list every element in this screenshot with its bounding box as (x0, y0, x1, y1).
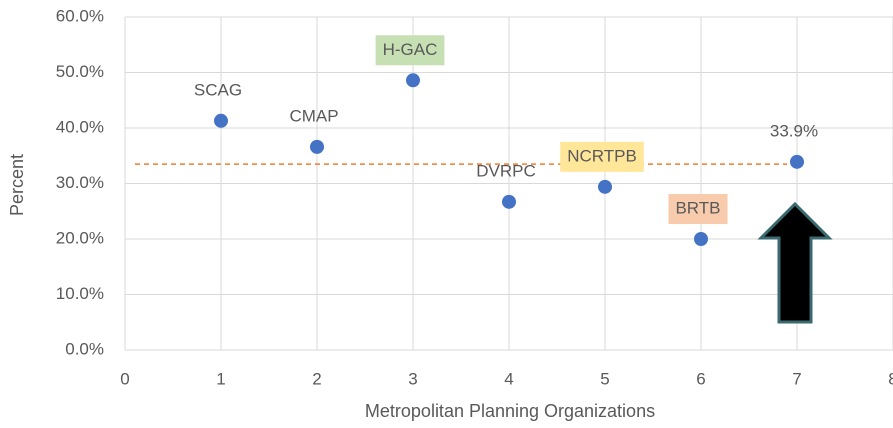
point-label: CMAP (289, 106, 338, 125)
x-tick-label: 8 (888, 369, 893, 388)
x-axis-title: Metropolitan Planning Organizations (365, 401, 655, 421)
y-tick-label: 50.0% (56, 62, 104, 81)
point (214, 113, 228, 128)
point (598, 179, 612, 194)
label-background (375, 35, 445, 66)
y-tick-label: 30.0% (56, 173, 104, 192)
y-tick-label: 40.0% (56, 117, 104, 136)
x-tick-label: 0 (120, 369, 129, 388)
point (790, 154, 804, 169)
arrow (757, 201, 833, 324)
y-tick-label: 60.0% (56, 6, 104, 25)
x-tick-label: 3 (408, 369, 417, 388)
point (406, 73, 420, 88)
point-label: NCRTPB (567, 146, 637, 165)
point-label: H-GAC (383, 40, 438, 59)
y-axis-title: Percent (7, 154, 27, 216)
x-tick-label: 1 (216, 369, 225, 388)
point (310, 139, 324, 154)
x-tick-label: 7 (792, 369, 801, 388)
grid: 0.0% 10.0% 20.0% 30.0% 40.0% 50.0% 60.0% 0 1 2 3 4 5… (56, 6, 893, 388)
y-tick-label: 10.0% (56, 284, 104, 303)
x-tick-label: 2 (312, 369, 321, 388)
point (502, 194, 516, 209)
label-background (668, 194, 728, 224)
point-label: SCAG (194, 80, 242, 99)
point-label: DVRPC (476, 161, 536, 180)
y-tick-label: 0.0% (65, 339, 104, 358)
x-tick-label: 4 (504, 369, 513, 388)
marks: SCAG CMAP H-GAC DVRPC NCRTPB BRTB 33.9% (135, 35, 818, 246)
y-tick-label: 20.0% (56, 228, 104, 247)
point-label: BRTB (675, 198, 720, 217)
label-background (560, 141, 644, 172)
x-tick-label: 6 (696, 369, 705, 388)
point-label: 33.9% (770, 121, 818, 140)
x-tick-label: 5 (600, 369, 609, 388)
point (694, 232, 708, 246)
